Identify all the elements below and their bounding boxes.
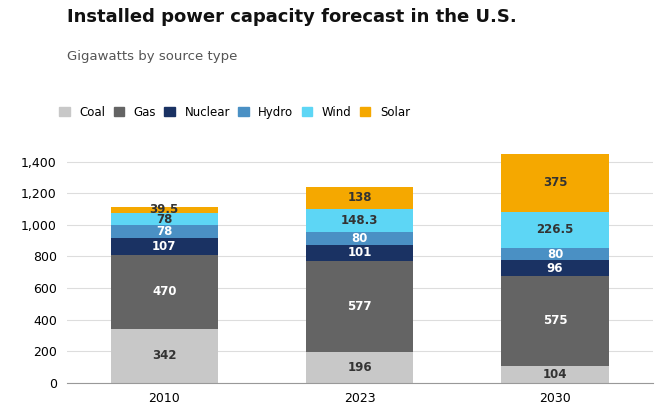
Bar	[306, 209, 414, 232]
Bar	[111, 238, 218, 255]
Text: 196: 196	[348, 361, 372, 374]
Text: Gigawatts by source type: Gigawatts by source type	[67, 50, 237, 63]
Bar	[501, 212, 609, 248]
Text: 148.3: 148.3	[341, 214, 378, 227]
Bar	[306, 232, 414, 245]
Text: Installed power capacity forecast in the U.S.: Installed power capacity forecast in the…	[67, 8, 516, 26]
Bar	[111, 207, 218, 213]
Text: 575: 575	[543, 314, 567, 327]
Bar	[501, 260, 609, 275]
Bar	[306, 352, 414, 383]
Bar	[306, 261, 414, 352]
Text: 101: 101	[348, 246, 372, 259]
Text: 107: 107	[152, 240, 176, 253]
Bar	[501, 248, 609, 260]
Bar	[111, 329, 218, 383]
Bar	[111, 213, 218, 225]
Bar	[501, 153, 609, 212]
Bar	[306, 187, 414, 209]
Text: 104: 104	[543, 368, 567, 381]
Text: 226.5: 226.5	[536, 223, 573, 236]
Legend: Coal, Gas, Nuclear, Hydro, Wind, Solar: Coal, Gas, Nuclear, Hydro, Wind, Solar	[59, 106, 410, 119]
Text: 577: 577	[348, 300, 372, 313]
Bar	[111, 255, 218, 329]
Bar	[111, 225, 218, 238]
Bar	[501, 366, 609, 383]
Bar	[306, 245, 414, 261]
Text: 78: 78	[156, 225, 172, 238]
Text: 80: 80	[352, 232, 368, 245]
Bar	[501, 275, 609, 366]
Text: 96: 96	[547, 262, 563, 275]
Text: 375: 375	[543, 176, 567, 189]
Text: 39.5: 39.5	[150, 203, 179, 216]
Text: 470: 470	[152, 285, 176, 298]
Text: 80: 80	[547, 248, 563, 260]
Text: 138: 138	[348, 191, 372, 204]
Text: 342: 342	[152, 349, 176, 362]
Text: 78: 78	[156, 213, 172, 226]
